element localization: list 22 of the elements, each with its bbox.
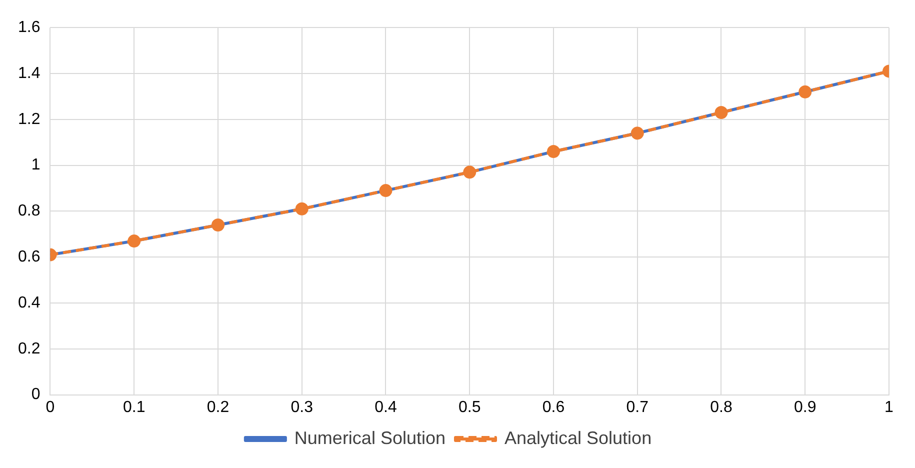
x-tick-label: 0.9 — [794, 398, 816, 416]
y-tick-label: 1.6 — [18, 19, 40, 36]
y-tick-label: 0.8 — [18, 202, 40, 220]
legend-label: Numerical Solution — [294, 428, 446, 448]
y-tick-label: 1.2 — [18, 110, 40, 128]
y-tick-label: 1 — [31, 156, 40, 174]
x-tick-label: 1 — [884, 398, 894, 416]
x-tick-label: 0.1 — [122, 398, 146, 416]
x-tick-label: 0.7 — [626, 398, 649, 416]
x-tick-label: 0.6 — [542, 398, 565, 416]
x-tick-label: 0.8 — [710, 398, 732, 416]
x-tick-label: 0.5 — [458, 398, 481, 416]
x-tick-label: 0.3 — [290, 398, 314, 416]
y-tick-label: 0.6 — [18, 248, 40, 266]
y-tick-label: 0.4 — [18, 294, 40, 312]
legend-label: Analytical Solution — [504, 428, 652, 448]
y-tick-label: 0 — [31, 386, 40, 404]
x-tick-label: 0 — [46, 398, 55, 416]
x-tick-label: 0.4 — [374, 398, 397, 416]
x-tick-label: 0.2 — [206, 398, 230, 416]
y-tick-label: 1.4 — [18, 64, 40, 82]
y-tick-label: 0.2 — [18, 340, 40, 358]
